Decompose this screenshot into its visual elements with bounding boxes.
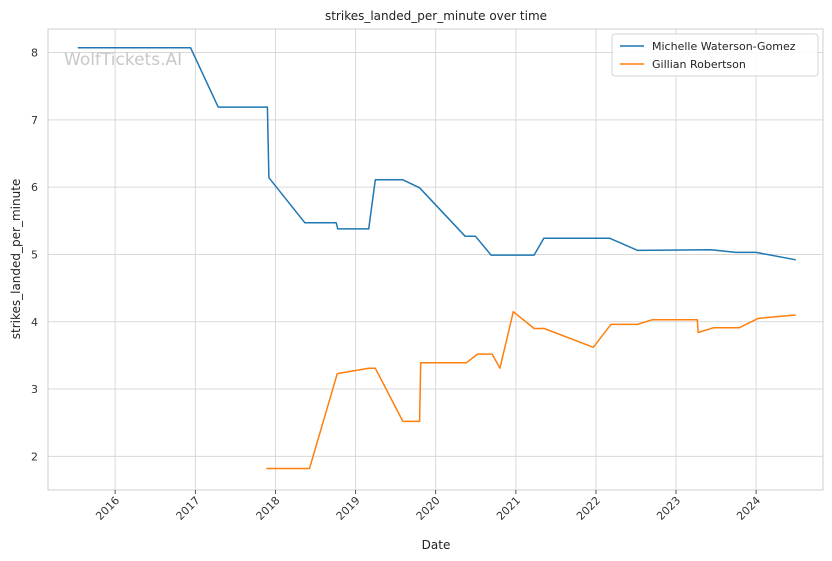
x-tick-label: 2017 xyxy=(174,494,203,523)
y-tick-labels: 2 3 4 5 6 7 8 xyxy=(31,47,38,464)
y-tick-label: 4 xyxy=(31,316,38,329)
grid-lines xyxy=(48,29,823,490)
x-tick-label: 2018 xyxy=(254,494,283,523)
legend-box xyxy=(611,33,819,77)
legend-label: Michelle Waterson-Gomez xyxy=(652,40,796,53)
x-tick-label: 2019 xyxy=(334,494,363,523)
series-line-2 xyxy=(266,310,796,470)
x-axis-label: Date xyxy=(422,538,451,552)
series-lines xyxy=(77,47,796,470)
y-tick-label: 8 xyxy=(31,47,38,60)
legend-label: Gillian Robertson xyxy=(652,58,746,71)
y-tick-label: 2 xyxy=(31,450,38,463)
x-tick-label: 2022 xyxy=(574,494,603,523)
watermark: WolfTickets.AI xyxy=(64,50,182,70)
y-tick-label: 7 xyxy=(31,114,38,127)
chart-title: strikes_landed_per_minute over time xyxy=(325,9,547,23)
series-line-1 xyxy=(77,47,796,261)
y-tick-label: 5 xyxy=(31,248,38,261)
legend: Michelle Waterson-Gomez Gillian Robertson xyxy=(611,33,819,77)
x-tick-label: 2024 xyxy=(734,494,763,523)
y-axis-label: strikes_landed_per_minute xyxy=(9,179,23,340)
x-tick-label: 2021 xyxy=(494,494,523,523)
x-tick-labels: 2016 2017 2018 2019 2020 2021 2022 2023 2024 xyxy=(93,490,763,523)
x-tick-label: 2020 xyxy=(414,494,443,523)
y-tick-label: 6 xyxy=(31,181,38,194)
x-tick-label: 2023 xyxy=(654,494,683,523)
y-tick-label: 3 xyxy=(31,383,38,396)
x-tick-label: 2016 xyxy=(93,494,122,523)
